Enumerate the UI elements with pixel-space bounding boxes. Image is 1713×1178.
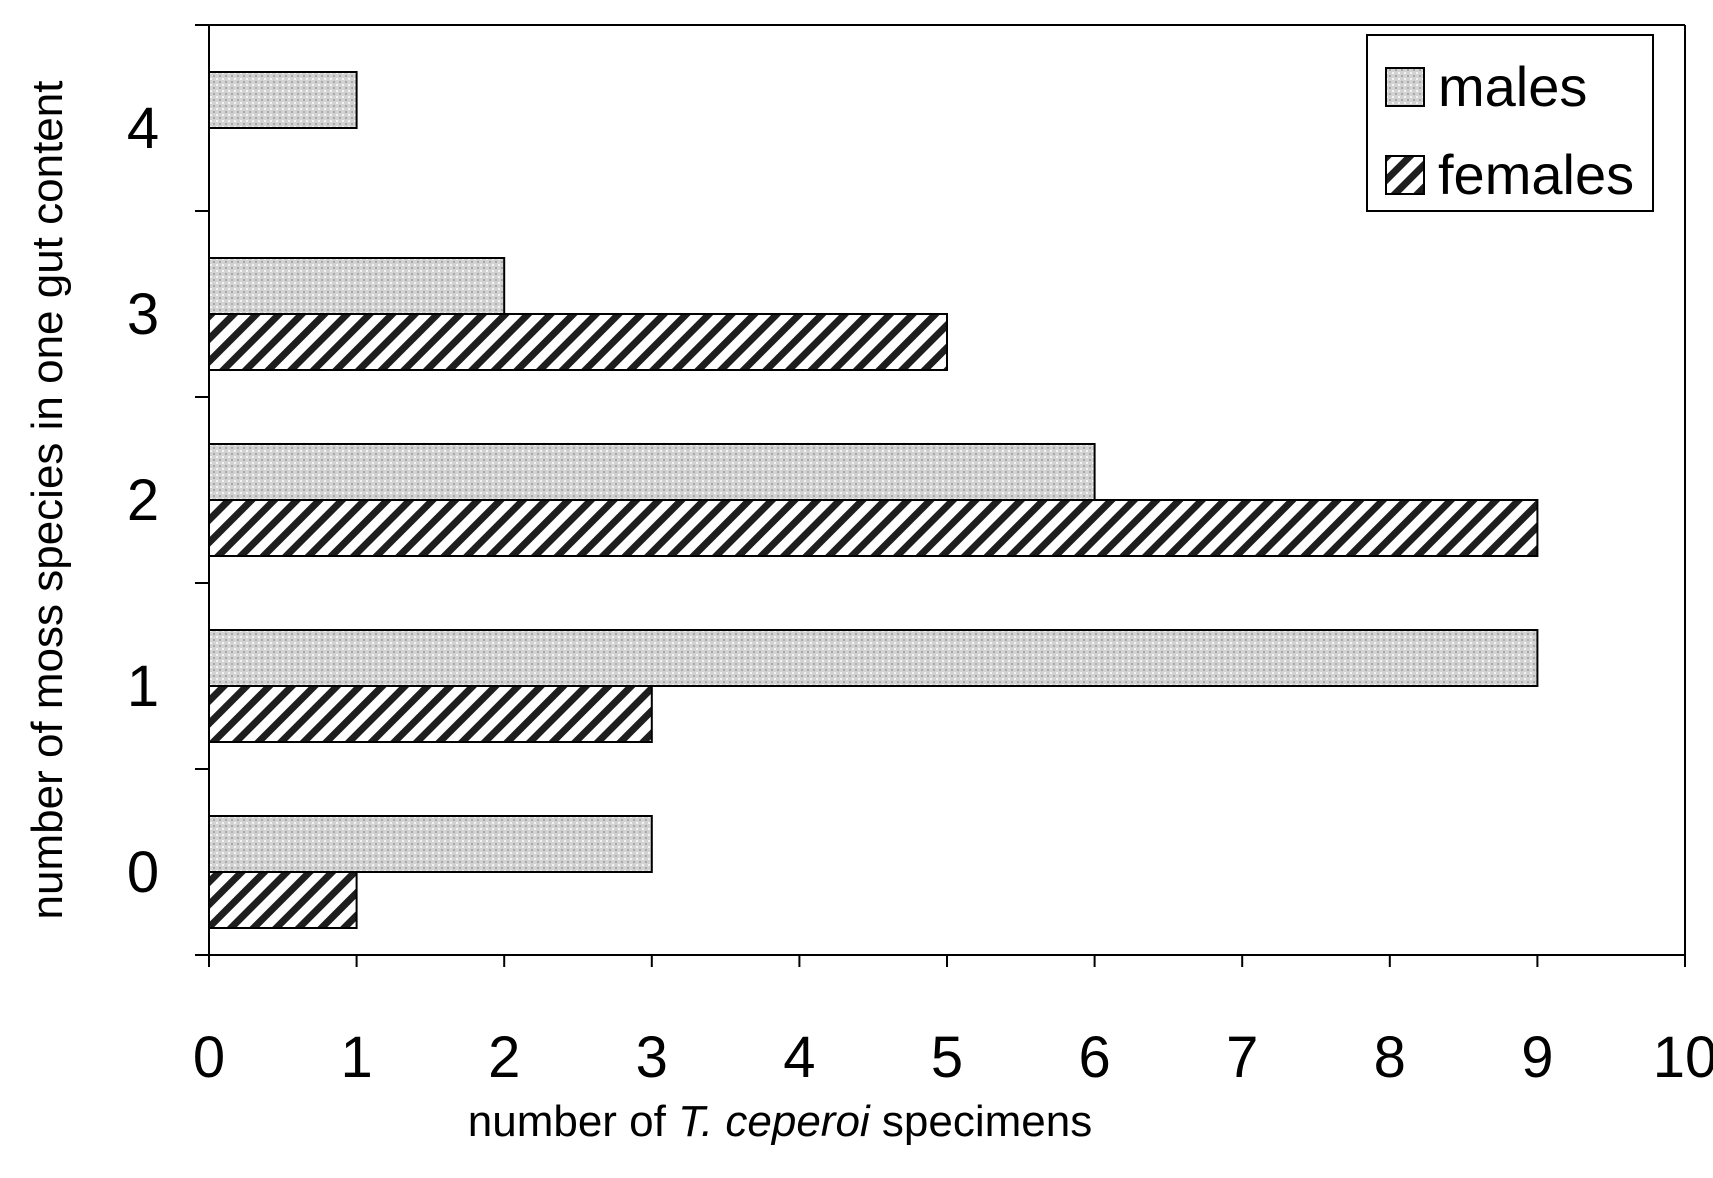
x-tick-label-4: 4 <box>783 1025 815 1090</box>
legend-swatch-females <box>1385 155 1425 195</box>
y-tick-label-1: 1 <box>127 654 159 719</box>
y-tick-label-3: 3 <box>127 282 159 347</box>
bar-males-2 <box>208 443 1096 501</box>
bars <box>208 71 1539 929</box>
x-tick-label-0: 0 <box>193 1025 225 1090</box>
x-ticks: 0 1 2 3 4 5 6 7 8 9 10 <box>193 955 1713 1090</box>
x-tick-label-2: 2 <box>488 1025 520 1090</box>
x-tick-label-3: 3 <box>636 1025 668 1090</box>
legend-label-males: males <box>1438 55 1587 118</box>
bar-males-3 <box>208 257 506 315</box>
y-tick-label-0: 0 <box>127 840 159 905</box>
x-tick-label-10: 10 <box>1653 1025 1713 1090</box>
x-tick-label-1: 1 <box>340 1025 372 1090</box>
bar-females-3 <box>208 313 948 371</box>
x-tick-label-6: 6 <box>1078 1025 1110 1090</box>
bar-males-1 <box>208 629 1539 687</box>
x-tick-label-7: 7 <box>1226 1025 1258 1090</box>
x-tick-label-8: 8 <box>1374 1025 1406 1090</box>
x-tick-label-5: 5 <box>931 1025 963 1090</box>
bar-females-0 <box>208 871 358 929</box>
bar-males-4 <box>208 71 358 129</box>
y-axis-title: number of moss species in one gut conten… <box>23 81 72 920</box>
legend-label-females: females <box>1438 143 1634 206</box>
bar-females-2 <box>208 499 1539 557</box>
y-tick-label-2: 2 <box>127 468 159 533</box>
bar-males-0 <box>208 815 653 873</box>
legend-swatch-males <box>1385 67 1425 107</box>
y-tick-label-4: 4 <box>127 96 159 161</box>
legend: males females <box>1366 34 1654 212</box>
y-ticks: 0 1 2 3 4 <box>127 24 209 956</box>
bar-females-1 <box>208 685 653 743</box>
x-tick-label-9: 9 <box>1521 1025 1553 1090</box>
x-axis-title: number of T. ceperoi specimens <box>468 1097 1093 1146</box>
